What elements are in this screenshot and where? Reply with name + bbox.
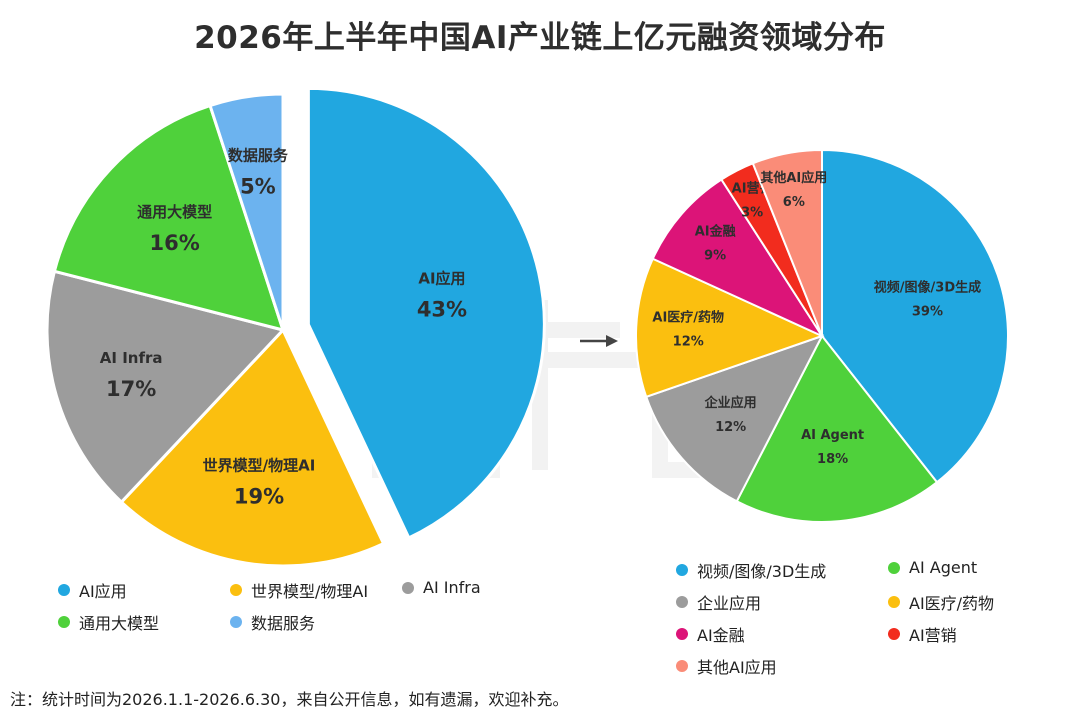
legend-item-1-2: 企业应用 (676, 590, 761, 614)
slice-label-0-3: 通用大模型 (137, 203, 212, 221)
legend-label: 通用大模型 (79, 614, 160, 633)
legend-swatch (676, 628, 688, 640)
legend-label: AI Agent (909, 558, 978, 577)
pie-slice-1-6 (751, 148, 823, 337)
legend-item-1-0: 视频/图像/3D生成 (676, 558, 826, 582)
legend-swatch (230, 584, 242, 596)
legend-swatch (58, 584, 70, 596)
slice-label-0-1: 世界模型/物理AI (203, 457, 316, 475)
pie-slice-1-4 (651, 178, 825, 339)
legend-label: 其他AI应用 (697, 658, 777, 677)
legend-swatch (888, 628, 900, 640)
legend-item-0-1: 世界模型/物理AI (230, 578, 368, 602)
pie-slice-0-2 (45, 269, 286, 505)
pie-slice-0-1 (119, 327, 386, 568)
legend-swatch (676, 596, 688, 608)
legend-item-1-3: AI医疗/药物 (888, 590, 994, 614)
pie-slice-0-0 (306, 86, 546, 540)
legend-item-1-1: AI Agent (888, 558, 977, 577)
slice-value-1-6: 6% (783, 195, 805, 210)
legend-item-0-4: 数据服务 (230, 610, 315, 634)
legend-swatch (676, 564, 688, 576)
pie-slice-1-0 (821, 148, 1010, 484)
pie-slice-1-3 (635, 257, 825, 399)
legend-swatch (888, 596, 900, 608)
legend-swatch (230, 616, 242, 628)
breakdown-pie: 视频/图像/3D生成 39% AI Agent 18% 企业应用 12% AI医疗/药物 12… (635, 148, 1010, 523)
legend-item-1-6: 其他AI应用 (676, 654, 777, 678)
legend-swatch (402, 581, 414, 594)
legend-label: AI Infra (423, 578, 481, 597)
slice-label-0-0: AI应用 (418, 269, 465, 287)
slice-value-1-2: 12% (715, 420, 746, 435)
legend-swatch (888, 561, 900, 574)
legend-label: AI应用 (79, 582, 127, 601)
legend-label: AI医疗/药物 (909, 594, 995, 613)
main-pie: AI应用 43% 世界模型/物理AI 19% AI Infra 17% 通用大模型 16% 数据… (45, 86, 546, 568)
legend-swatch (676, 660, 688, 672)
legend-label: 数据服务 (251, 614, 316, 633)
legend-label: AI金融 (697, 626, 745, 645)
slice-label-1-4: AI金融 (695, 223, 736, 239)
slice-value-0-2: 17% (106, 377, 156, 401)
slice-value-0-4: 5% (240, 174, 276, 198)
slice-value-1-5: 3% (741, 205, 763, 220)
slice-value-1-4: 9% (704, 248, 726, 263)
slice-value-1-1: 18% (817, 452, 848, 467)
slice-value-1-0: 39% (912, 304, 943, 319)
legend-swatch (58, 616, 70, 628)
legend-item-0-0: AI应用 (58, 578, 127, 602)
legend-item-0-2: AI Infra (402, 578, 481, 597)
slice-label-0-2: AI Infra (100, 349, 163, 367)
legend-label: 视频/图像/3D生成 (697, 562, 827, 581)
pie-slice-1-2 (644, 334, 825, 503)
slice-value-1-3: 12% (673, 335, 704, 350)
slice-label-1-3: AI医疗/药物 (652, 310, 724, 326)
slice-label-1-0: 视频/图像/3D生成 (874, 279, 981, 295)
chart-title: 2026年上半年中国AI产业链上亿元融资领域分布 (194, 20, 886, 56)
footnote: 注：统计时间为2026.1.1-2026.6.30，来自公开信息，如有遗漏，欢迎… (10, 690, 569, 709)
slice-label-1-2: 企业应用 (704, 395, 757, 411)
slice-label-1-1: AI Agent (801, 428, 864, 443)
slice-value-0-0: 43% (417, 297, 467, 321)
slice-value-0-1: 19% (234, 485, 284, 509)
slice-label-1-6: 其他AI应用 (760, 170, 827, 186)
legend-label: 企业应用 (697, 594, 762, 613)
legend-item-0-3: 通用大模型 (58, 610, 159, 634)
slice-value-0-3: 16% (149, 231, 199, 255)
legend-label: AI营销 (909, 626, 957, 645)
pie-slice-0-3 (52, 103, 286, 333)
legend-label: 世界模型/物理AI (251, 582, 369, 601)
legend-item-1-4: AI金融 (676, 622, 745, 646)
slice-label-0-4: 数据服务 (228, 146, 289, 164)
pie-slice-1-1 (735, 334, 939, 523)
arrow-icon (580, 335, 618, 347)
pie-slice-0-4 (208, 92, 285, 331)
legend-item-1-5: AI营销 (888, 622, 957, 646)
